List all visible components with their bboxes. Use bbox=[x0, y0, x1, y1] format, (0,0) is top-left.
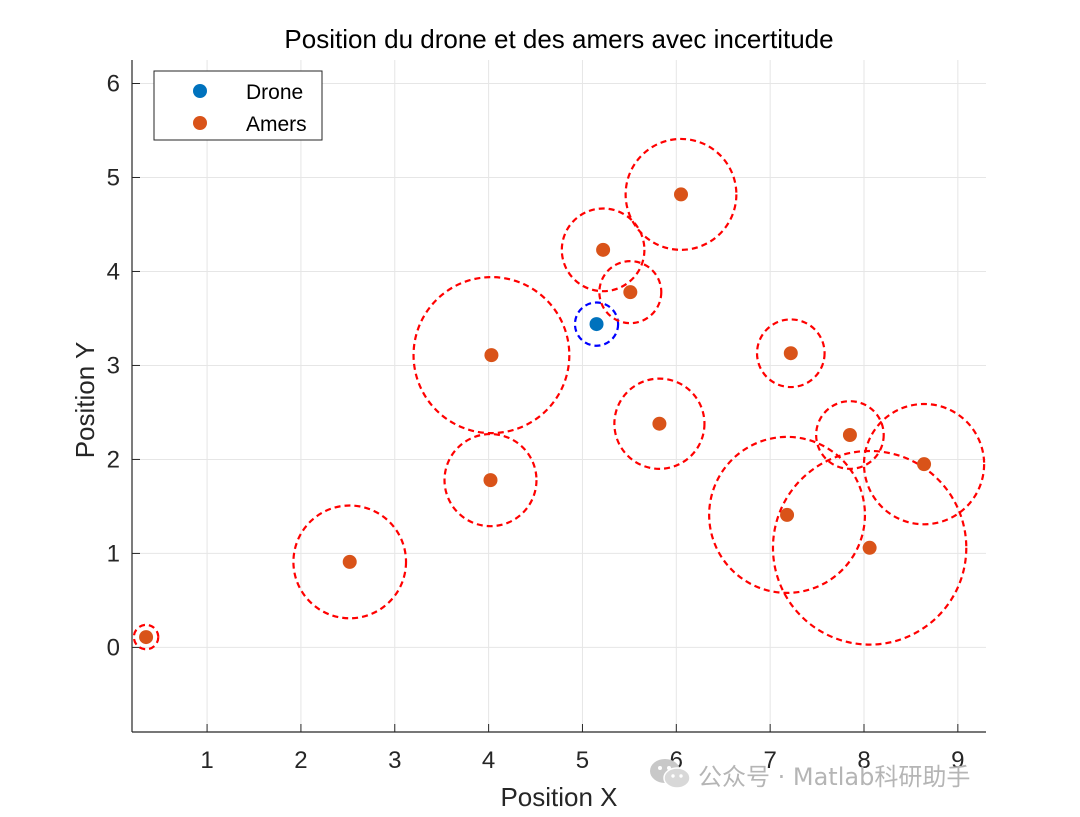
chart-title: Position du drone et des amers avec ince… bbox=[284, 24, 833, 54]
amer-point bbox=[917, 457, 932, 472]
x-axis-label: Position X bbox=[500, 782, 617, 812]
amer-uncertainty-circle bbox=[560, 207, 646, 293]
amer-uncertainty-circle bbox=[132, 623, 160, 651]
amer-uncertainty-circle bbox=[815, 400, 885, 470]
amer-point bbox=[780, 507, 795, 522]
x-tick-label: 2 bbox=[294, 747, 307, 774]
wechat-icon bbox=[650, 759, 691, 789]
x-tick-label: 4 bbox=[482, 747, 495, 774]
amer-point bbox=[484, 348, 499, 363]
watermark-text: 公众号 · Matlab科研助手 bbox=[698, 762, 971, 791]
amer-point bbox=[783, 346, 798, 361]
amer-uncertainty-circle bbox=[708, 435, 867, 595]
x-tick-label: 1 bbox=[200, 747, 213, 774]
y-tick-label: 3 bbox=[107, 352, 120, 379]
uncertainty-layer bbox=[132, 137, 986, 651]
watermark: 公众号 · Matlab科研助手 bbox=[648, 756, 970, 792]
legend-label-amers: Amers bbox=[246, 113, 307, 136]
amer-uncertainty-circle bbox=[613, 377, 706, 470]
x-tick-label: 8 bbox=[857, 747, 870, 774]
amer-point bbox=[623, 285, 638, 300]
y-tick-label: 6 bbox=[107, 70, 120, 97]
amer-uncertainty-circle bbox=[292, 504, 408, 620]
amer-point bbox=[139, 630, 154, 645]
y-tick-label: 4 bbox=[107, 258, 120, 285]
amer-point bbox=[674, 187, 688, 202]
legend-box bbox=[153, 70, 323, 141]
x-tick-label: 9 bbox=[951, 747, 964, 774]
y-tick-label: 1 bbox=[107, 540, 120, 567]
amer-point bbox=[842, 428, 857, 443]
amer-point bbox=[483, 473, 498, 488]
y-tick-label: 0 bbox=[107, 634, 120, 661]
amer-uncertainty-circle bbox=[598, 260, 663, 325]
amer-uncertainty-circle bbox=[755, 318, 826, 389]
amer-uncertainty-circle bbox=[624, 137, 738, 251]
amer-uncertainty-circle bbox=[771, 449, 968, 646]
amer-uncertainty-circle bbox=[862, 402, 986, 526]
amer-uncertainty-circle bbox=[412, 276, 571, 435]
x-tick-label: 7 bbox=[763, 747, 776, 774]
amer-point bbox=[342, 554, 357, 569]
legend: Drone Amers bbox=[153, 70, 323, 141]
amer-point bbox=[596, 242, 611, 257]
y-axis-label: Position Y bbox=[70, 342, 100, 459]
drone-point bbox=[589, 317, 604, 332]
y-tick-label: 2 bbox=[107, 446, 120, 473]
legend-marker-amers bbox=[193, 116, 207, 130]
x-tick-label: 5 bbox=[576, 747, 589, 774]
x-tick-label: 3 bbox=[388, 747, 401, 774]
amer-point bbox=[652, 416, 667, 431]
y-tick-label: 5 bbox=[107, 164, 120, 191]
amer-uncertainty-circle bbox=[443, 432, 538, 528]
amer-point bbox=[862, 540, 877, 555]
legend-marker-drone bbox=[193, 84, 207, 98]
drone-uncertainty-circle bbox=[573, 301, 620, 347]
legend-label-drone: Drone bbox=[246, 81, 303, 104]
